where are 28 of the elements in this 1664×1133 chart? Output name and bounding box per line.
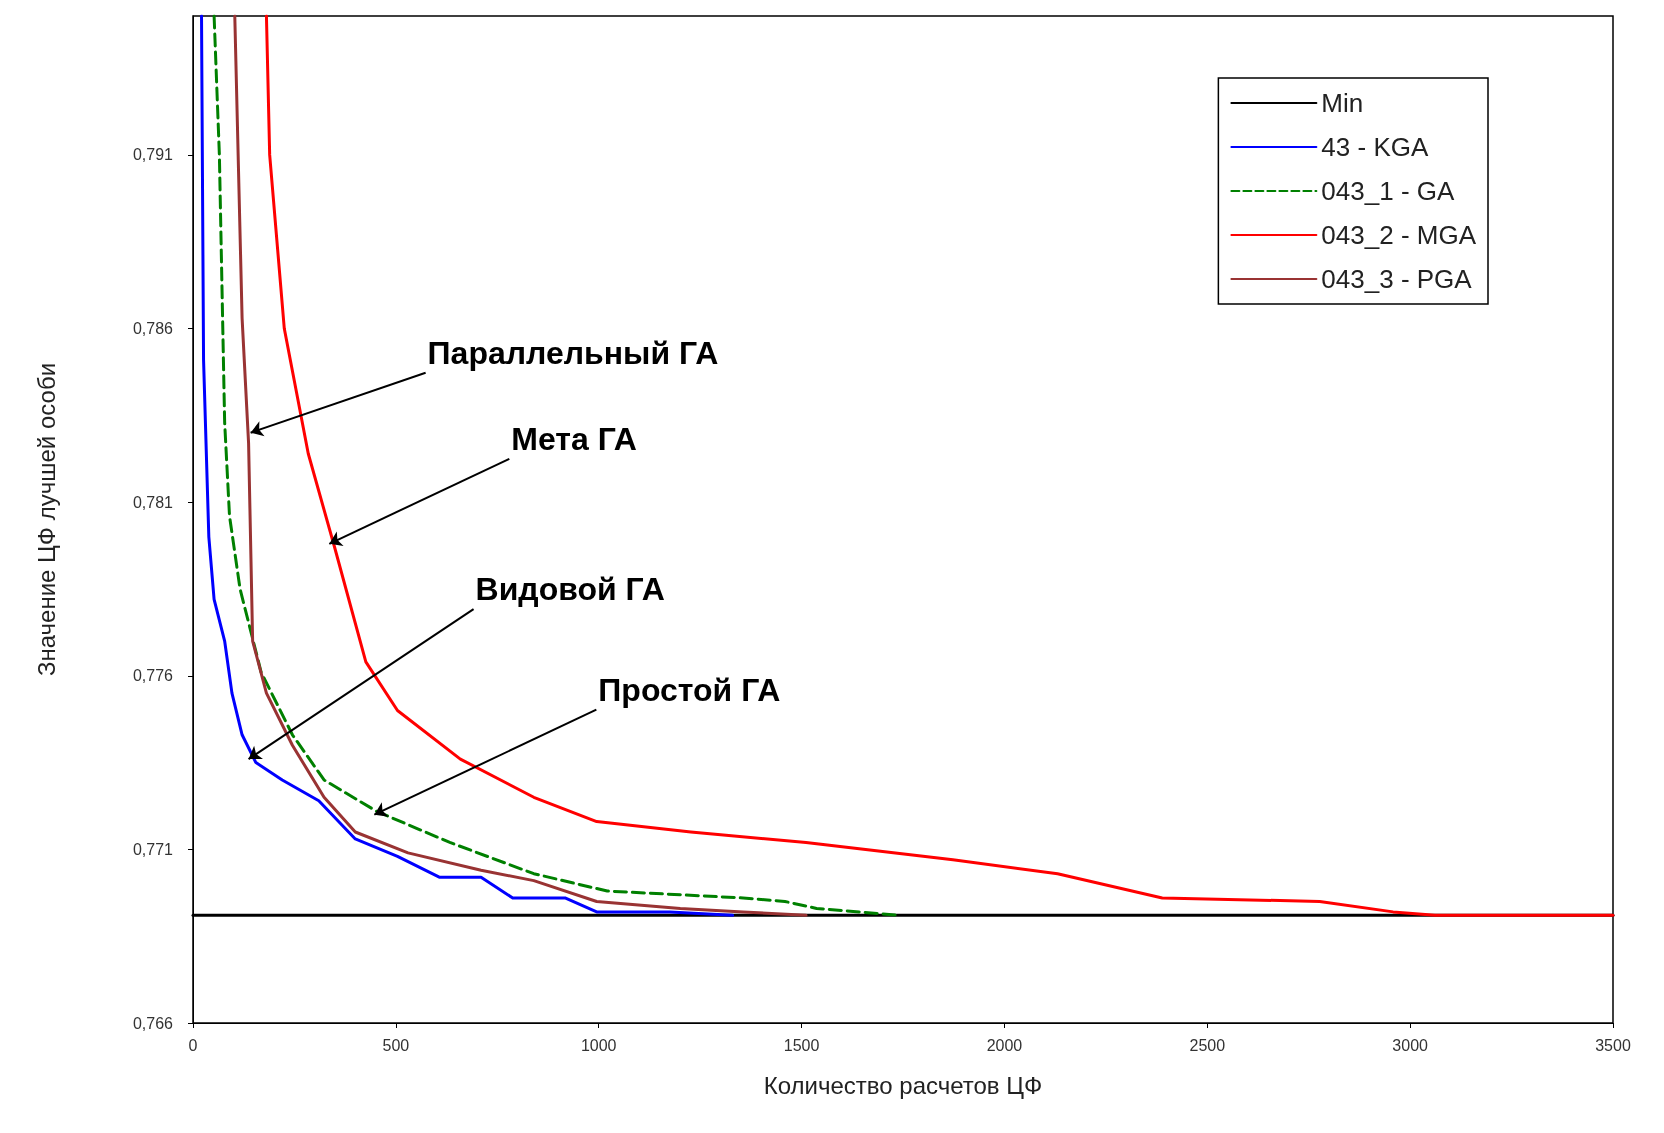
legend-label: 043_3 - PGA <box>1321 264 1473 294</box>
x-tick-label: 3500 <box>1595 1036 1631 1054</box>
legend-label: 043_1 - GA <box>1321 176 1455 206</box>
annotation: Видовой ГА <box>475 571 665 608</box>
line-series <box>200 14 735 917</box>
y-tick-label: 0,781 <box>132 493 174 511</box>
y-axis-title: Значение ЦФ лучшей особи <box>32 362 60 677</box>
x-tick-label: 2500 <box>1189 1036 1226 1054</box>
legend-label: Min <box>1321 88 1364 118</box>
annotation: Мета ГА <box>511 420 637 457</box>
x-tick-label: 1500 <box>783 1036 820 1054</box>
legend-label: 043_2 - MGA <box>1321 220 1477 250</box>
line-series <box>264 14 1615 917</box>
y-tick-label: 0,776 <box>132 667 174 685</box>
x-tick-label: 3000 <box>1392 1036 1429 1054</box>
x-tick-label: 1000 <box>580 1036 617 1054</box>
annotation: Параллельный ГА <box>427 334 719 371</box>
y-tick-label: 0,771 <box>132 840 174 858</box>
x-axis-title: Количество расчетов ЦФ <box>763 1071 1043 1099</box>
annotation: Простой ГА <box>598 671 781 708</box>
y-tick-label: 0,791 <box>132 146 174 164</box>
x-tick-label: 2000 <box>986 1036 1023 1054</box>
x-tick-label: 0 <box>188 1036 198 1054</box>
legend-label: 43 - KGA <box>1321 132 1429 162</box>
line-series <box>233 14 808 917</box>
y-tick-label: 0,786 <box>132 320 174 338</box>
y-tick-label: 0,766 <box>132 1014 174 1032</box>
x-tick-label: 500 <box>382 1036 410 1054</box>
